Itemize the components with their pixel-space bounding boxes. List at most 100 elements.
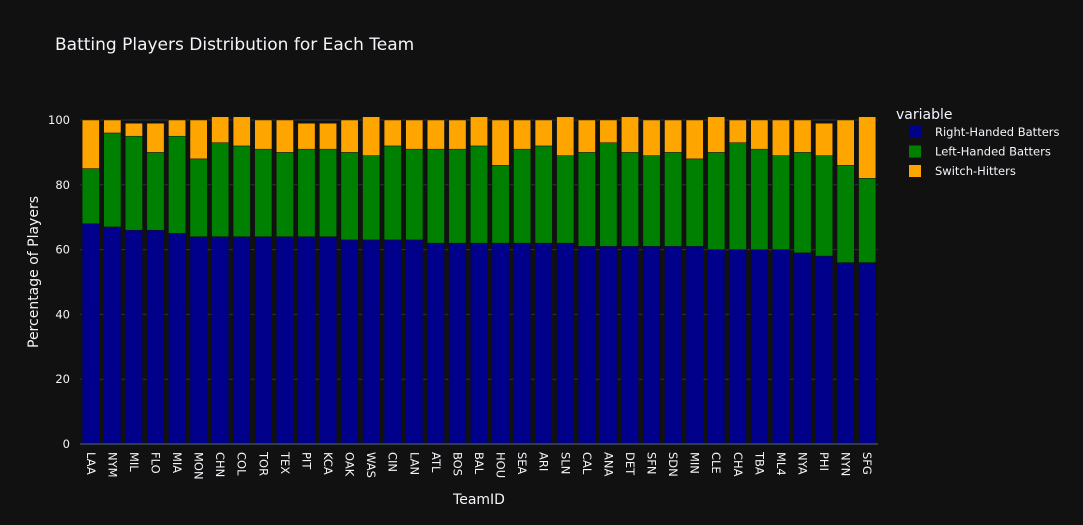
legend-label: Left-Handed Batters xyxy=(935,145,1051,159)
bar-segment-switch-hitters-mia xyxy=(168,119,186,137)
bar-segment-right-handed-batters-nya xyxy=(793,252,812,445)
bar-segment-left-handed-batters-cle xyxy=(707,152,726,250)
bar-segment-switch-hitters-ari xyxy=(534,119,553,147)
bar-segment-switch-hitters-cle xyxy=(707,116,726,153)
x-tick-label: CAL xyxy=(580,452,594,475)
bar-segment-right-handed-batters-det xyxy=(621,246,639,445)
bar-segment-left-handed-batters-det xyxy=(621,152,639,247)
legend-item-switch-hitters[interactable]: Switch-Hitters xyxy=(909,164,1016,178)
x-tick-label: ARI xyxy=(537,452,551,471)
x-tick-label: TEX xyxy=(278,451,292,474)
bar-segment-left-handed-batters-hou xyxy=(491,165,510,244)
bar-segment-right-handed-batters-bos xyxy=(448,242,467,445)
bar-segment-right-handed-batters-nyn xyxy=(836,262,855,445)
x-tick-label: MIA xyxy=(170,452,184,473)
bar-segment-switch-hitters-tor xyxy=(254,119,273,150)
x-tick-label: BAL xyxy=(472,452,486,475)
x-tick-label: BOS xyxy=(450,452,464,476)
bar-segment-switch-hitters-min xyxy=(685,119,704,160)
bar-segment-right-handed-batters-flo xyxy=(146,229,165,445)
bar-segment-left-handed-batters-bos xyxy=(448,148,467,244)
bar-segment-right-handed-batters-ana xyxy=(599,246,618,445)
x-tick-label: MIN xyxy=(688,452,702,474)
x-tick-label: CIN xyxy=(386,452,400,472)
x-tick-label: SLN xyxy=(558,452,572,474)
bar-segment-right-handed-batters-cle xyxy=(707,249,726,445)
bar-segment-right-handed-batters-sln xyxy=(556,242,575,445)
bar-segment-left-handed-batters-bal xyxy=(470,145,488,244)
legend: variable Right-Handed Batters Left-Handed… xyxy=(896,107,1060,178)
x-tick-label: ATL xyxy=(429,452,443,473)
x-tick-label: SFN xyxy=(645,452,659,475)
bar-segment-left-handed-batters-sea xyxy=(513,148,532,244)
x-tick-label: CHA xyxy=(731,452,745,477)
bar-segment-left-handed-batters-mil xyxy=(125,135,143,231)
bar-segment-right-handed-batters-cin xyxy=(383,239,402,445)
bar-segment-switch-hitters-kca xyxy=(319,122,337,150)
bar-segment-right-handed-batters-pit xyxy=(297,236,316,445)
bar-segment-right-handed-batters-laa xyxy=(81,223,100,445)
bar-segment-right-handed-batters-lan xyxy=(405,239,424,445)
bar-segment-left-handed-batters-nyn xyxy=(836,165,855,263)
x-tick-label: WAS xyxy=(364,452,378,478)
bar-segment-switch-hitters-nym xyxy=(103,119,122,134)
bar-segment-left-handed-batters-nya xyxy=(793,152,812,254)
bar-segment-left-handed-batters-col xyxy=(232,145,251,237)
bar-segment-left-handed-batters-sdn xyxy=(664,152,682,247)
bar-segment-switch-hitters-atl xyxy=(426,119,445,150)
x-tick-label: ML4 xyxy=(774,452,788,476)
axes: 0 20 40 60 80 100 LAA NYM MIL FLO MIA MON CHN COL TOR T… xyxy=(48,113,878,480)
bar-segment-right-handed-batters-cal xyxy=(577,246,596,445)
bar-segment-right-handed-batters-oak xyxy=(340,239,359,445)
bar-segment-right-handed-batters-min xyxy=(685,246,704,445)
x-tick-label: SEA xyxy=(515,452,529,475)
bar-segment-right-handed-batters-sdn xyxy=(664,246,682,445)
bar-segment-left-handed-batters-ml4 xyxy=(772,155,790,250)
legend-title: variable xyxy=(896,107,952,123)
legend-item-left-handed-batters[interactable]: Left-Handed Batters xyxy=(909,145,1051,159)
y-axis-title: Percentage of Players xyxy=(26,196,42,348)
bar-segment-right-handed-batters-sfn xyxy=(642,246,661,445)
bar-segment-right-handed-batters-kca xyxy=(319,236,337,445)
bar-segment-left-handed-batters-sfn xyxy=(642,155,661,247)
legend-swatch xyxy=(909,165,921,177)
bar-segment-switch-hitters-bos xyxy=(448,119,467,150)
y-tick-label: 80 xyxy=(55,178,70,192)
bar-segment-switch-hitters-nyn xyxy=(836,119,855,166)
bar-segment-right-handed-batters-chn xyxy=(211,236,230,445)
bar-segment-left-handed-batters-ari xyxy=(534,145,553,244)
bar-segment-left-handed-batters-was xyxy=(362,155,381,241)
x-tick-label: CHN xyxy=(213,452,227,477)
legend-item-right-handed-batters[interactable]: Right-Handed Batters xyxy=(909,125,1060,139)
x-tick-label: COL xyxy=(235,452,249,476)
legend-swatch xyxy=(909,126,921,138)
x-axis-title: TeamID xyxy=(452,492,505,508)
bar-segment-left-handed-batters-chn xyxy=(211,142,230,237)
x-tick-label: PHI xyxy=(817,452,831,471)
x-tick-label: TOR xyxy=(256,451,270,476)
bar-segment-switch-hitters-oak xyxy=(340,119,359,153)
bar-segment-right-handed-batters-sfg xyxy=(858,262,877,445)
x-tick-label: PIT xyxy=(299,452,313,470)
bar-segment-left-handed-batters-cal xyxy=(577,152,596,247)
bar-segment-left-handed-batters-cin xyxy=(383,145,402,241)
bar-segment-right-handed-batters-phi xyxy=(815,255,833,445)
y-tick-label: 100 xyxy=(48,113,70,127)
bar-segment-switch-hitters-tex xyxy=(276,119,294,153)
bar-segment-left-handed-batters-mia xyxy=(168,135,186,234)
x-tick-label: DET xyxy=(623,452,637,476)
bar-segment-right-handed-batters-ari xyxy=(534,242,553,445)
bar-segment-left-handed-batters-ana xyxy=(599,142,618,247)
bar-segment-right-handed-batters-bal xyxy=(470,242,488,445)
x-tick-label: NYA xyxy=(795,452,809,475)
bar-segment-switch-hitters-chn xyxy=(211,116,230,143)
bar-segment-left-handed-batters-mon xyxy=(189,158,208,237)
bar-segment-switch-hitters-flo xyxy=(146,122,165,153)
bar-segment-left-handed-batters-sfg xyxy=(858,178,877,263)
legend-items: Right-Handed Batters Left-Handed Batters S… xyxy=(909,125,1060,178)
x-tick-label: SFG xyxy=(860,452,874,475)
bar-segment-left-handed-batters-tor xyxy=(254,148,273,237)
x-tick-label: LAN xyxy=(407,452,421,475)
